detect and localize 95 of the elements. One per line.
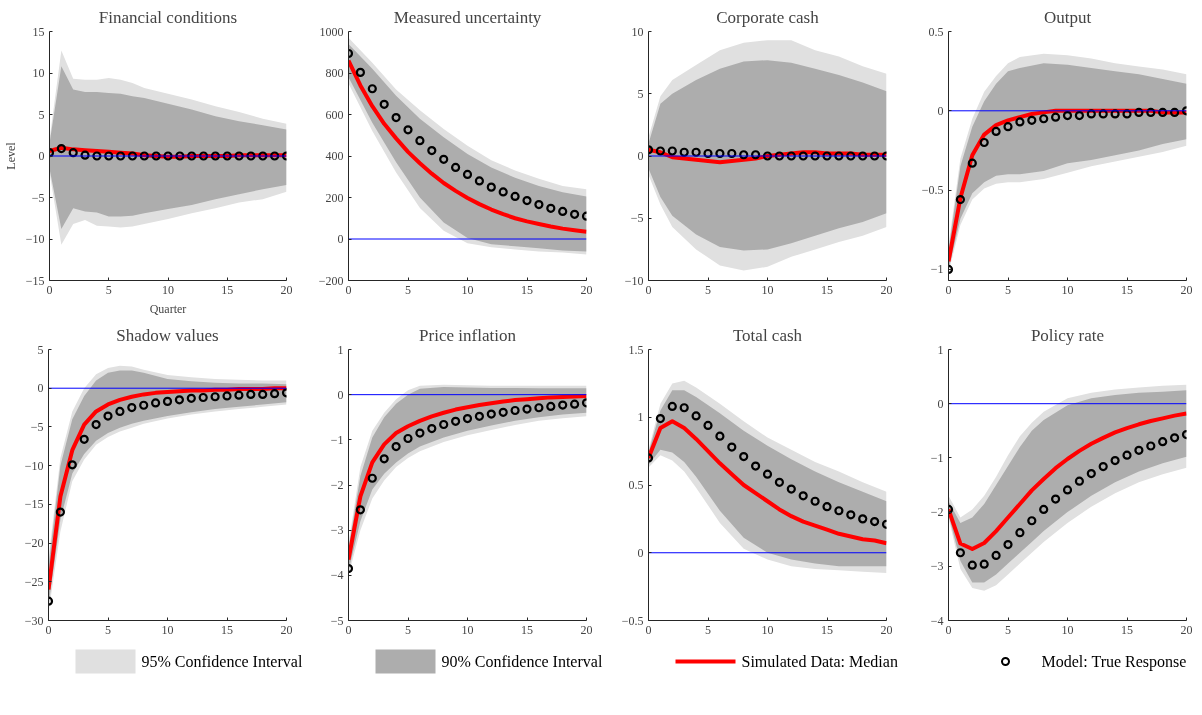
x-tick-label: 15 — [221, 622, 233, 637]
y-tick-label: −0.5 — [921, 183, 944, 198]
x-tick-label: 15 — [1121, 622, 1133, 637]
x-tick-label: 20 — [1180, 622, 1193, 637]
y-tick-label: 800 — [325, 66, 344, 80]
x-tick-label: 5 — [405, 282, 411, 297]
chart-title: Corporate cash — [716, 7, 820, 27]
y-tick-label: 0 — [937, 103, 944, 118]
y-tick-label: 1 — [937, 342, 944, 357]
y-tick-label: 0 — [337, 387, 344, 402]
y-tick-label: 0 — [637, 545, 644, 560]
y-tick-label: 15 — [32, 24, 45, 39]
y-tick-label: −3 — [330, 523, 344, 538]
x-tick-label: 15 — [821, 622, 833, 637]
y-tick-label: 0 — [37, 381, 44, 396]
x-tick-label: 10 — [1061, 282, 1074, 297]
y-tick-label: −2 — [330, 478, 344, 492]
y-tick-label: −15 — [24, 497, 44, 512]
x-tick-label: 5 — [705, 282, 711, 297]
y-tick-label: 0.5 — [628, 478, 644, 492]
x-tick-label: 10 — [161, 622, 174, 637]
x-tick-label: 20 — [1180, 282, 1193, 297]
x-tick-label: 20 — [580, 282, 593, 297]
y-tick-label: −5 — [31, 190, 45, 205]
y-tick-label: −3 — [930, 559, 944, 574]
y-tick-label: 200 — [325, 190, 344, 205]
x-tick-label: 10 — [761, 282, 774, 297]
y-tick-label: 600 — [325, 107, 344, 122]
y-tick-label: 1000 — [319, 24, 344, 39]
x-tick-label: 5 — [105, 282, 112, 297]
y-tick-label: 0 — [337, 232, 344, 246]
y-tick-label: −5 — [630, 211, 644, 226]
y-tick-label: −5 — [30, 419, 44, 434]
x-tick-label: 15 — [521, 622, 533, 637]
x-tick-label: 20 — [880, 622, 893, 637]
x-tick-label: 15 — [221, 282, 234, 297]
y-tick-label: 0 — [637, 149, 644, 163]
y-tick-label: 1 — [337, 342, 344, 357]
y-tick-label: −25 — [24, 574, 44, 589]
x-tick-label: 15 — [1121, 282, 1133, 297]
y-tick-label: 10 — [631, 24, 644, 39]
x-tick-label: 5 — [105, 622, 111, 637]
chart-title: Shadow values — [116, 325, 219, 345]
y-tick-label: −10 — [24, 458, 44, 473]
y-tick-label: −4 — [930, 613, 944, 628]
x-tick-label: 10 — [162, 282, 174, 297]
y-tick-label: 5 — [38, 107, 45, 122]
x-axis-title: Quarter — [149, 301, 187, 316]
chart-title: Output — [1043, 7, 1092, 27]
x-tick-label: 20 — [280, 282, 293, 297]
chart-title: Policy rate — [1030, 325, 1105, 345]
y-tick-label: 5 — [37, 342, 44, 357]
x-tick-label: 10 — [461, 282, 474, 297]
x-tick-label: 5 — [1005, 622, 1011, 637]
y-tick-label: 5 — [637, 86, 644, 101]
legend-label: Model: True Response — [1041, 653, 1187, 671]
chart-title: Total cash — [732, 325, 803, 345]
y-tick-label: −4 — [330, 568, 344, 583]
x-tick-label: 10 — [761, 622, 774, 637]
y-tick-label: 0 — [38, 149, 45, 163]
y-tick-label: −200 — [318, 273, 344, 288]
x-tick-label: 20 — [580, 622, 593, 637]
y-tick-label: 0 — [937, 396, 944, 411]
y-tick-label: −30 — [24, 613, 44, 628]
x-tick-label: 5 — [705, 622, 711, 637]
x-tick-label: 10 — [461, 622, 474, 637]
y-tick-label: −1 — [330, 432, 344, 447]
x-tick-label: 5 — [1005, 282, 1011, 297]
y-tick-label: −1 — [930, 262, 944, 277]
y-tick-label: −15 — [25, 273, 45, 288]
x-tick-label: 15 — [521, 282, 533, 297]
y-tick-label: −2 — [930, 505, 944, 520]
y-tick-label: −10 — [25, 232, 45, 246]
y-tick-label: −10 — [624, 273, 644, 288]
x-tick-label: 5 — [405, 622, 411, 637]
y-tick-label: −20 — [24, 536, 44, 551]
y-tick-label: −5 — [330, 613, 344, 628]
y-tick-label: 400 — [325, 149, 344, 163]
y-axis-title: Level — [3, 141, 18, 170]
chart-title: Measured uncertainty — [393, 7, 542, 27]
x-tick-label: 15 — [821, 282, 833, 297]
y-tick-label: −0.5 — [621, 613, 644, 628]
y-tick-label: 1.5 — [628, 342, 644, 357]
x-tick-label: 20 — [280, 622, 293, 637]
legend-label: 90% Confidence Interval — [441, 653, 603, 670]
x-tick-label: 20 — [880, 282, 893, 297]
y-tick-label: 1 — [637, 410, 644, 425]
chart-title: Financial conditions — [98, 7, 238, 27]
y-tick-label: 0.5 — [928, 24, 944, 39]
legend-label: Simulated Data: Median — [741, 653, 898, 670]
y-tick-label: −1 — [930, 450, 944, 465]
legend-label: 95% Confidence Interval — [141, 653, 303, 670]
x-tick-label: 10 — [1061, 622, 1074, 637]
chart-title: Price inflation — [419, 325, 517, 345]
y-tick-label: 10 — [32, 66, 45, 80]
